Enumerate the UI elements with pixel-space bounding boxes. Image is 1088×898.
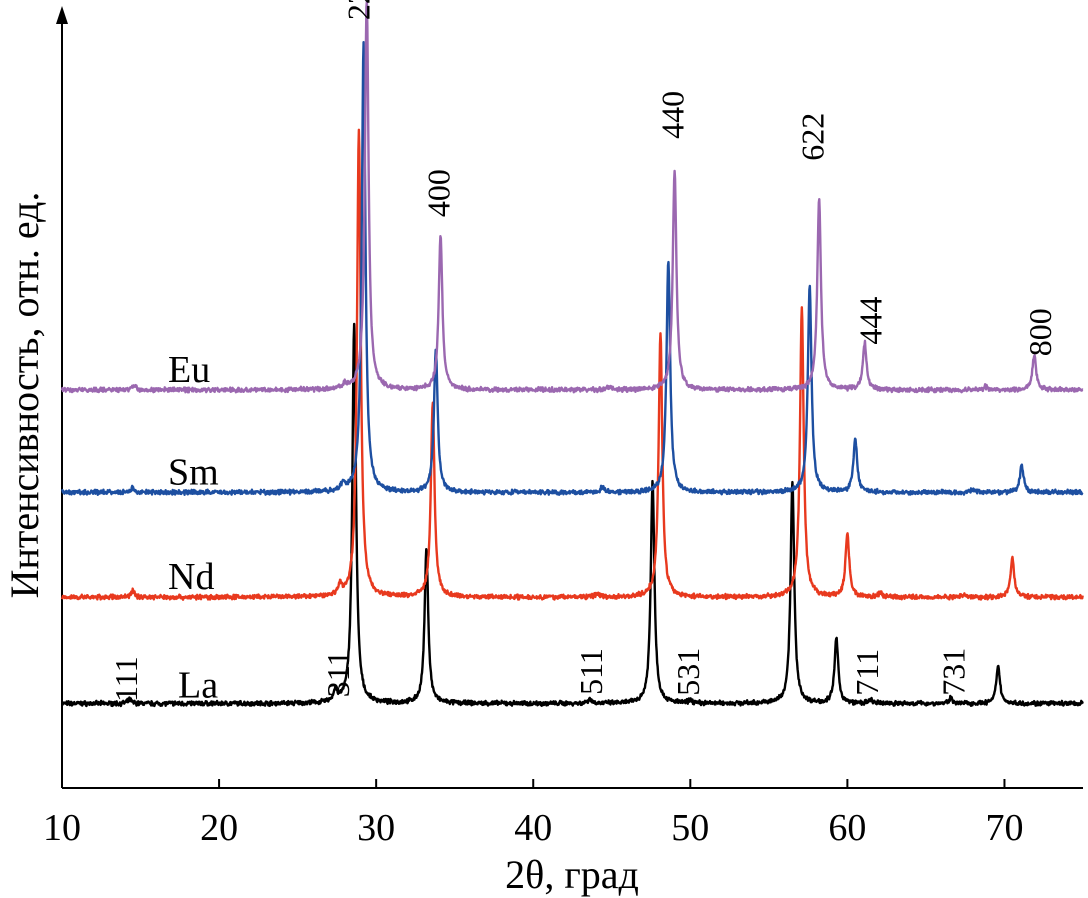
reflection-label-711: 711 [849, 649, 885, 696]
x-tick-label-60: 60 [828, 807, 866, 849]
series-label-la: La [178, 665, 218, 707]
reflection-label-440: 440 [655, 91, 691, 139]
x-tick-label-10: 10 [43, 807, 81, 849]
reflection-label-444: 444 [852, 297, 888, 345]
x-axis-label: 2θ, град [505, 852, 639, 897]
reflection-label-400: 400 [420, 169, 456, 217]
x-ticks: 10 20 30 40 50 60 70 [43, 779, 1023, 849]
reflection-label-511: 511 [573, 648, 609, 695]
reflection-label-731: 731 [936, 648, 972, 696]
series-line-sm [61, 41, 1084, 496]
series-label-nd: Nd [168, 556, 214, 598]
reflection-label-531: 531 [670, 648, 706, 696]
series-line-la [61, 322, 1084, 708]
x-tick-label-30: 30 [357, 807, 395, 849]
curves [60, 0, 1084, 708]
x-tick-label-70: 70 [985, 807, 1023, 849]
x-tick-label-40: 40 [514, 807, 552, 849]
series-label-eu: Eu [168, 349, 210, 391]
reflection-label-222: 222 [340, 0, 376, 20]
series-line-eu [60, 0, 1084, 394]
reflection-label-622: 622 [794, 113, 830, 161]
reflection-label-111: 111 [108, 656, 144, 702]
reflection-labels: 111 311 222 400 511 440 531 622 711 444 731 800 [108, 0, 1058, 702]
axes [56, 6, 1083, 789]
x-tick-label-50: 50 [671, 807, 709, 849]
y-axis-arrow [56, 6, 68, 24]
series-line-nd [60, 128, 1084, 601]
reflection-label-311: 311 [320, 650, 356, 697]
reflection-label-800: 800 [1022, 308, 1058, 356]
x-tick-label-20: 20 [200, 807, 238, 849]
y-axis-label: Интенсивность, отн. ед. [2, 192, 47, 599]
series-labels: La Nd Sm Eu [168, 349, 219, 707]
series-label-sm: Sm [168, 451, 219, 493]
